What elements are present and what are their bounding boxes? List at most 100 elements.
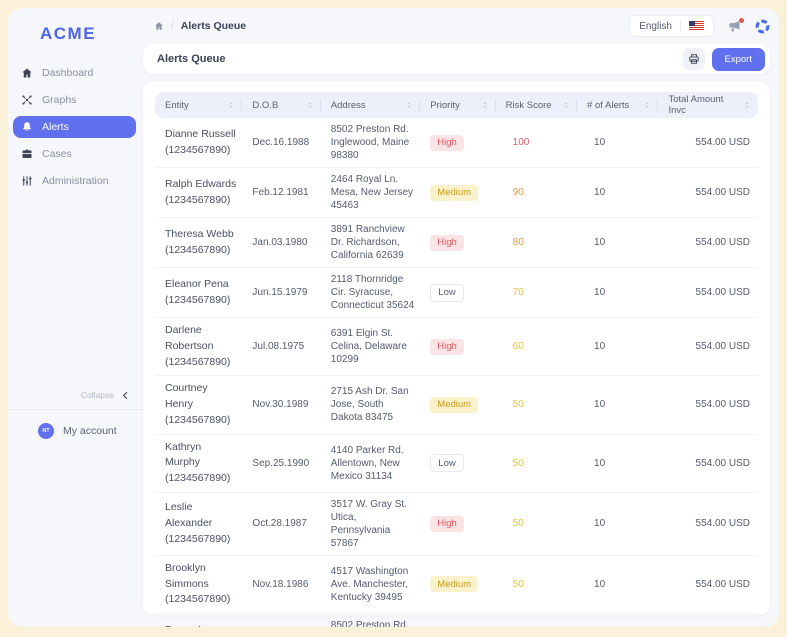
address-cell: 3891 Ranchview Dr. Richardson, Californi…: [330, 224, 405, 261]
priority-badge: Medium: [430, 396, 479, 413]
risk-score: 70: [512, 287, 524, 298]
column-header[interactable]: Priority: [420, 92, 497, 118]
sidebar: ACME Dashboard Graphs Alerts Cases Administr…: [8, 8, 143, 627]
priority-cell: Medium: [420, 571, 495, 597]
table-row[interactable]: Dianne Russell (1234567890) Dec.16.1988 850…: [155, 118, 758, 168]
risk-score: 50: [512, 518, 524, 530]
export-button[interactable]: Export: [711, 47, 765, 71]
sidebar-item-label: Administration: [42, 175, 109, 187]
dob-cell: Oct.28.1987: [252, 518, 307, 530]
table-row[interactable]: Courtney Henry (1234567890) Nov.30.1989 271…: [155, 376, 758, 435]
sidebar-item-cases[interactable]: Cases: [13, 143, 136, 165]
table-row[interactable]: Devon Lane(1234567890)Jun.09.19958502 Pr…: [155, 614, 758, 627]
priority-badge: Medium: [430, 184, 479, 201]
sort-icon[interactable]: [404, 99, 414, 111]
column-header[interactable]: Address: [321, 92, 421, 118]
entity-name: Devon Lane: [165, 623, 236, 627]
alerts-count: 10: [594, 399, 606, 411]
priority-cell: High: [420, 334, 495, 360]
risk-score: 50: [512, 457, 524, 469]
dob-cell: Nov.18.1986: [252, 578, 309, 590]
column-header[interactable]: Risk Score: [496, 92, 578, 118]
app-logo[interactable]: ACME: [40, 24, 97, 43]
priority-cell: High: [420, 230, 495, 256]
column-label: # of Alerts: [587, 99, 630, 111]
table-row[interactable]: Leslie Alexander (1234567890) Oct.28.1987 3…: [155, 493, 758, 556]
entity-cell: Eleanor Pena (1234567890): [155, 272, 242, 314]
announcements-icon[interactable]: [727, 17, 744, 34]
sort-icon[interactable]: [226, 99, 236, 111]
entity-cell: Courtney Henry (1234567890): [155, 376, 242, 433]
amount-cell: 554.00 USD: [695, 518, 750, 530]
print-button[interactable]: [682, 48, 705, 70]
entity-cell: Dianne Russell (1234567890): [155, 122, 242, 164]
table-row[interactable]: Darlene Robertson (1234567890) Jul.08.1975…: [155, 318, 758, 377]
entity-cell: Darlene Robertson (1234567890): [155, 318, 242, 375]
table-row[interactable]: Theresa Webb (1234567890) Jan.03.1980 3891 …: [155, 218, 758, 268]
briefcase-icon: [21, 148, 33, 160]
collapse-button[interactable]: Collapse: [8, 390, 143, 409]
address-cell: 6391 Elgin St. Celina, Delaware 10299: [330, 328, 407, 366]
amount-cell: 554.00 USD: [695, 341, 750, 353]
priority-cell: High: [420, 511, 495, 537]
table-row[interactable]: Brooklyn Simmons (1234567890) Nov.18.1986 4…: [155, 556, 758, 614]
sidebar-divider: [8, 409, 143, 410]
entity-cell: Devon Lane(1234567890): [155, 618, 242, 627]
sidebar-item-alerts[interactable]: Alerts: [13, 116, 136, 138]
priority-badge: Low: [430, 454, 464, 473]
my-account-label: My account: [63, 425, 117, 437]
risk-score: 50: [512, 399, 524, 411]
entity-name: Leslie Alexander: [165, 501, 213, 529]
entity-id: (1234567890): [165, 243, 231, 256]
breadcrumb-separator: /: [171, 20, 174, 32]
sidebar-nav: Dashboard Graphs Alerts Cases Administration: [8, 62, 143, 192]
language-label: English: [639, 20, 672, 32]
notification-dot: [739, 17, 744, 23]
entity-name: Ralph Edwards: [165, 177, 237, 190]
column-header[interactable]: # of Alerts: [577, 92, 659, 118]
alerts-count: 10: [594, 137, 606, 148]
priority-badge: High: [430, 338, 464, 355]
address-cell: 8502 Preston Rd. Inglewood, Maine 98380: [330, 620, 409, 627]
column-label: Address: [330, 99, 366, 111]
sort-icon[interactable]: [305, 99, 315, 111]
table-row[interactable]: Ralph Edwards (1234567890) Feb.12.1981 2464…: [155, 168, 758, 218]
sliders-icon: [21, 175, 33, 187]
alerts-count: 10: [594, 237, 606, 248]
sort-icon[interactable]: [742, 99, 752, 111]
risk-score: 50: [512, 578, 524, 590]
entity-name: Kathryn Murphy: [165, 440, 202, 469]
column-header[interactable]: Total Amount Invc: [658, 92, 758, 118]
priority-cell: Low: [420, 625, 495, 628]
risk-score: 60: [512, 341, 524, 353]
language-selector[interactable]: English: [629, 15, 714, 37]
sidebar-item-dashboard[interactable]: Dashboard: [13, 62, 136, 84]
alerts-table-card: Entity D.O.B Address Priority Risk Score # of…: [143, 82, 770, 627]
sort-icon[interactable]: [642, 99, 652, 111]
priority-cell: High: [420, 130, 495, 156]
dob-cell: Jan.03.1980: [252, 237, 308, 248]
table-row[interactable]: Kathryn Murphy (1234567890) Sep.25.1990 414…: [155, 435, 758, 493]
entity-id: (1234567890): [165, 293, 231, 306]
address-cell: 2464 Royal Ln. Mesa, New Jersey 45463: [330, 174, 414, 211]
entity-id: (1234567890): [165, 193, 231, 206]
sidebar-item-label: Graphs: [42, 94, 77, 106]
dob-cell: Dec.16.1988: [252, 137, 310, 148]
sort-icon[interactable]: [561, 99, 571, 111]
alerts-count: 10: [594, 341, 606, 353]
address-cell: 8502 Preston Rd. Inglewood, Maine 98380: [330, 124, 410, 161]
priority-badge: High: [430, 134, 464, 151]
column-header[interactable]: Entity: [155, 92, 243, 118]
breadcrumb: / Alerts Queue: [154, 20, 246, 32]
column-header[interactable]: D.O.B: [242, 92, 322, 118]
sidebar-item-graphs[interactable]: Graphs: [13, 89, 136, 111]
table-row[interactable]: Eleanor Pena (1234567890) Jun.15.1979 2118 …: [155, 268, 758, 318]
alerts-count: 10: [594, 578, 606, 590]
column-label: Total Amount Invc: [668, 94, 724, 116]
shutter-icon[interactable]: [755, 19, 770, 34]
home-icon[interactable]: [154, 21, 164, 31]
sidebar-item-administration[interactable]: Administration: [13, 170, 136, 192]
page-header-card: Alerts Queue Export: [143, 44, 770, 74]
sort-icon[interactable]: [480, 99, 490, 111]
my-account[interactable]: NT My account: [8, 410, 143, 439]
